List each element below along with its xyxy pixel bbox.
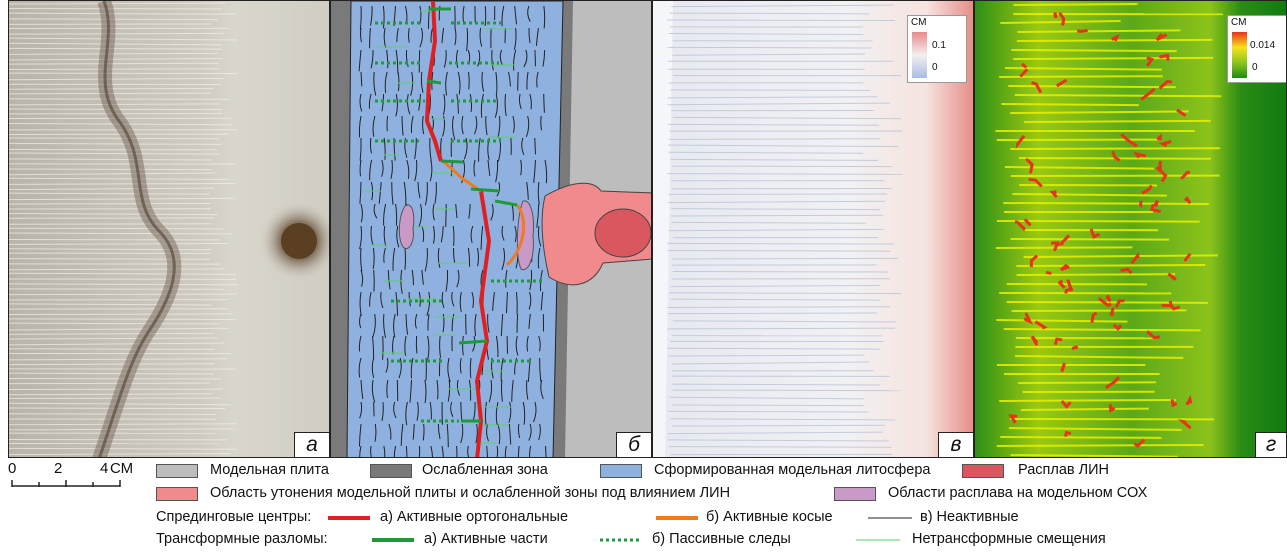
legend-spreading-oblique: б) Активные косые (706, 509, 833, 525)
legend-mor-melt: Области расплава на модельном СОХ (888, 485, 1147, 501)
colorbar-max: 0.1 (932, 40, 946, 51)
legend-spreading-inactive: в) Неактивные (920, 509, 1019, 525)
panel-b-label: б (616, 432, 651, 457)
panel-a-label: а (294, 432, 329, 457)
colorbar-min: 0 (932, 62, 938, 73)
swatch-model-plate (156, 464, 198, 478)
swatch-mor-melt (834, 487, 876, 501)
panel-g-label: г (1255, 432, 1286, 457)
swatch-lithosphere (600, 464, 642, 478)
colorbar-min: 0 (1252, 62, 1258, 73)
legend-transform-passive: б) Пассивные следы (652, 531, 791, 547)
panel-v-relief: СМ 0.1 0 в (652, 0, 974, 458)
scale-bar: 0 2 4 СМ (4, 460, 154, 500)
gradient-colorbar: СМ 0.014 0 (1227, 15, 1287, 83)
schematic-diagram (331, 1, 652, 458)
legend-lin-melt: Расплав ЛИН (1018, 462, 1109, 478)
relief-colorbar: СМ 0.1 0 (907, 15, 967, 83)
swatch-weakened-zone (370, 464, 412, 478)
legend-model-plate: Модельная плита (210, 462, 329, 478)
legend-line-symbols (0, 500, 1287, 560)
legend-thinning-area: Область утонения модельной плиты и ослаб… (210, 485, 730, 501)
panel-a-photo: а (8, 0, 330, 458)
swatch-lin-melt (962, 464, 1004, 478)
legend-weakened-zone: Ослабленная зона (422, 462, 548, 478)
panel-v-label: в (938, 432, 973, 457)
panel-b-schematic: б (330, 0, 652, 458)
colorbar-unit: СМ (911, 17, 926, 28)
colorbar-max: 0.014 (1250, 40, 1275, 51)
panel-g-gradient: СМ 0.014 0 г (974, 0, 1287, 458)
legend-lithosphere: Сформированная модельная литосфера (654, 462, 931, 478)
colorbar-unit: СМ (1231, 17, 1246, 28)
swatch-thinning-area (156, 487, 198, 501)
legend-spreading-orthogonal: а) Активные ортогональные (380, 509, 568, 525)
lin-melt (595, 209, 651, 257)
legend-transform-active: а) Активные части (424, 531, 548, 547)
legend-transform-title: Трансформные разломы: (156, 531, 328, 547)
photo-model-plate (9, 1, 330, 458)
legend-nontransform: Нетрансформные смещения (912, 531, 1106, 547)
